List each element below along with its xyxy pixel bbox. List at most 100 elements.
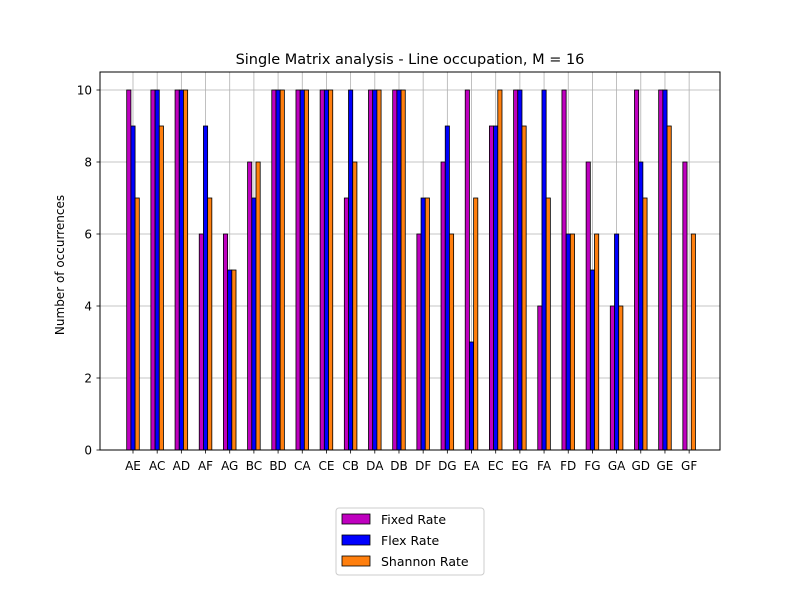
x-tick-label-df: DF bbox=[415, 459, 431, 473]
bar-shannon-rate-ae bbox=[134, 197, 140, 451]
bar-fixed-rate-bd bbox=[271, 89, 277, 451]
x-tick-label-da: DA bbox=[366, 459, 384, 473]
bar-shannon-rate-fd bbox=[569, 233, 575, 451]
bar-flex-rate-da bbox=[372, 89, 378, 451]
bar-flex-rate-fa bbox=[541, 89, 547, 451]
bar-fixed-rate-fd bbox=[561, 89, 567, 451]
bar-shannon-rate-ad bbox=[183, 89, 189, 451]
y-axis-label: Number of occurrences bbox=[53, 195, 67, 335]
bar-flex-rate-eg bbox=[517, 89, 523, 451]
bar-fixed-rate-bc bbox=[247, 161, 253, 451]
plot-area bbox=[100, 72, 720, 450]
bar-fixed-rate-da bbox=[368, 89, 374, 451]
bar-fixed-rate-df bbox=[416, 233, 422, 451]
axis-ticks: 0 2 4 6 8 10 AE AC AD AF AG BC BD CA CE CB DA DB DF DG EA EC E… bbox=[77, 83, 698, 473]
bar-flex-rate-ad bbox=[178, 89, 184, 451]
bar-fixed-rate-fg bbox=[585, 161, 591, 451]
bar-shannon-rate-gf bbox=[690, 233, 696, 451]
legend-swatch-shannon-rate bbox=[341, 555, 371, 567]
bar-flex-rate-gd bbox=[638, 161, 644, 451]
y-tick-label: 6 bbox=[84, 227, 92, 241]
bar-flex-rate-bc bbox=[251, 197, 257, 451]
y-tick-label: 2 bbox=[84, 371, 92, 385]
bar-flex-rate-ec bbox=[493, 125, 499, 451]
bar-flex-rate-ac bbox=[154, 89, 160, 451]
bar-shannon-rate-ce bbox=[328, 89, 334, 451]
bar-fixed-rate-ca bbox=[295, 89, 301, 451]
y-tick-label: 8 bbox=[84, 155, 92, 169]
bar-flex-rate-fd bbox=[565, 233, 571, 451]
x-tick-label-ge: GE bbox=[657, 459, 674, 473]
bar-flex-rate-af bbox=[203, 125, 209, 451]
bar-fixed-rate-af bbox=[198, 233, 204, 451]
bar-shannon-rate-ga bbox=[618, 305, 624, 451]
bar-shannon-rate-bc bbox=[255, 161, 261, 451]
bar-shannon-rate-ge bbox=[666, 125, 672, 451]
bar-fixed-rate-dg bbox=[440, 161, 446, 451]
legend-swatch-fixed-rate bbox=[341, 513, 371, 525]
bar-flex-rate-fg bbox=[589, 269, 595, 451]
x-tick-label-ce: CE bbox=[318, 459, 334, 473]
bar-fixed-rate-ec bbox=[488, 125, 494, 451]
bar-fixed-rate-ce bbox=[319, 89, 325, 451]
legend-frame bbox=[335, 507, 485, 576]
bar-fixed-rate-ad bbox=[174, 89, 180, 451]
bar-flex-rate-ce bbox=[323, 89, 329, 451]
bar-flex-rate-ea bbox=[469, 341, 475, 451]
x-tick-label-ec: EC bbox=[488, 459, 504, 473]
x-tick-label-db: DB bbox=[390, 459, 407, 473]
bar-shannon-rate-cb bbox=[352, 161, 358, 451]
x-tick-label-ag: AG bbox=[221, 459, 238, 473]
bar-flex-rate-ga bbox=[614, 233, 620, 451]
x-tick-label-eg: EG bbox=[511, 459, 528, 473]
bar-shannon-rate-fg bbox=[594, 233, 600, 451]
bar-shannon-rate-fa bbox=[545, 197, 551, 451]
legend-label-fixed-rate: Fixed Rate bbox=[381, 512, 446, 527]
bar-shannon-rate-ec bbox=[497, 89, 503, 451]
legend-swatch-flex-rate bbox=[341, 534, 371, 546]
x-tick-label-ga: GA bbox=[608, 459, 626, 473]
bar-shannon-rate-dg bbox=[449, 233, 455, 451]
bar-flex-rate-ca bbox=[299, 89, 305, 451]
bar-flex-rate-cb bbox=[348, 89, 354, 451]
bar-shannon-rate-ac bbox=[158, 125, 164, 451]
x-tick-label-cb: CB bbox=[342, 459, 359, 473]
bar-fixed-rate-gf bbox=[682, 161, 688, 451]
bar-shannon-rate-da bbox=[376, 89, 382, 451]
x-tick-label-ac: AC bbox=[149, 459, 165, 473]
bar-shannon-rate-gd bbox=[642, 197, 648, 451]
bar-fixed-rate-ga bbox=[609, 305, 615, 451]
bar-shannon-rate-af bbox=[207, 197, 213, 451]
bar-flex-rate-df bbox=[420, 197, 426, 451]
bar-flex-rate-ge bbox=[662, 89, 668, 451]
bar-flex-rate-db bbox=[396, 89, 402, 451]
x-tick-label-bc: BC bbox=[246, 459, 262, 473]
x-tick-label-dg: DG bbox=[438, 459, 457, 473]
bar-fixed-rate-ge bbox=[658, 89, 664, 451]
x-tick-label-af: AF bbox=[198, 459, 213, 473]
bar-flex-rate-bd bbox=[275, 89, 281, 451]
bar-shannon-rate-eg bbox=[521, 125, 527, 451]
plot-frame bbox=[99, 71, 721, 451]
bar-fixed-rate-cb bbox=[343, 197, 349, 451]
bar-shannon-rate-ag bbox=[231, 269, 237, 451]
y-tick-label: 10 bbox=[77, 83, 92, 97]
x-tick-label-fd: FD bbox=[560, 459, 576, 473]
bar-shannon-rate-ea bbox=[473, 197, 479, 451]
bar-fixed-rate-gd bbox=[634, 89, 640, 451]
chart-title: Single Matrix analysis - Line occupation… bbox=[236, 52, 585, 68]
legend-label-flex-rate: Flex Rate bbox=[381, 533, 439, 548]
bar-fixed-rate-fa bbox=[537, 305, 543, 451]
bar-fixed-rate-ae bbox=[126, 89, 132, 451]
bar-flex-rate-ag bbox=[227, 269, 233, 451]
bar-flex-rate-ae bbox=[130, 125, 136, 451]
x-tick-label-ad: AD bbox=[173, 459, 190, 473]
bar-flex-rate-dg bbox=[444, 125, 450, 451]
bar-shannon-rate-df bbox=[424, 197, 430, 451]
y-tick-label: 0 bbox=[84, 443, 92, 457]
x-tick-label-fa: FA bbox=[537, 459, 552, 473]
x-tick-label-ae: AE bbox=[125, 459, 141, 473]
bar-fixed-rate-ag bbox=[223, 233, 229, 451]
y-tick-label: 4 bbox=[84, 299, 92, 313]
